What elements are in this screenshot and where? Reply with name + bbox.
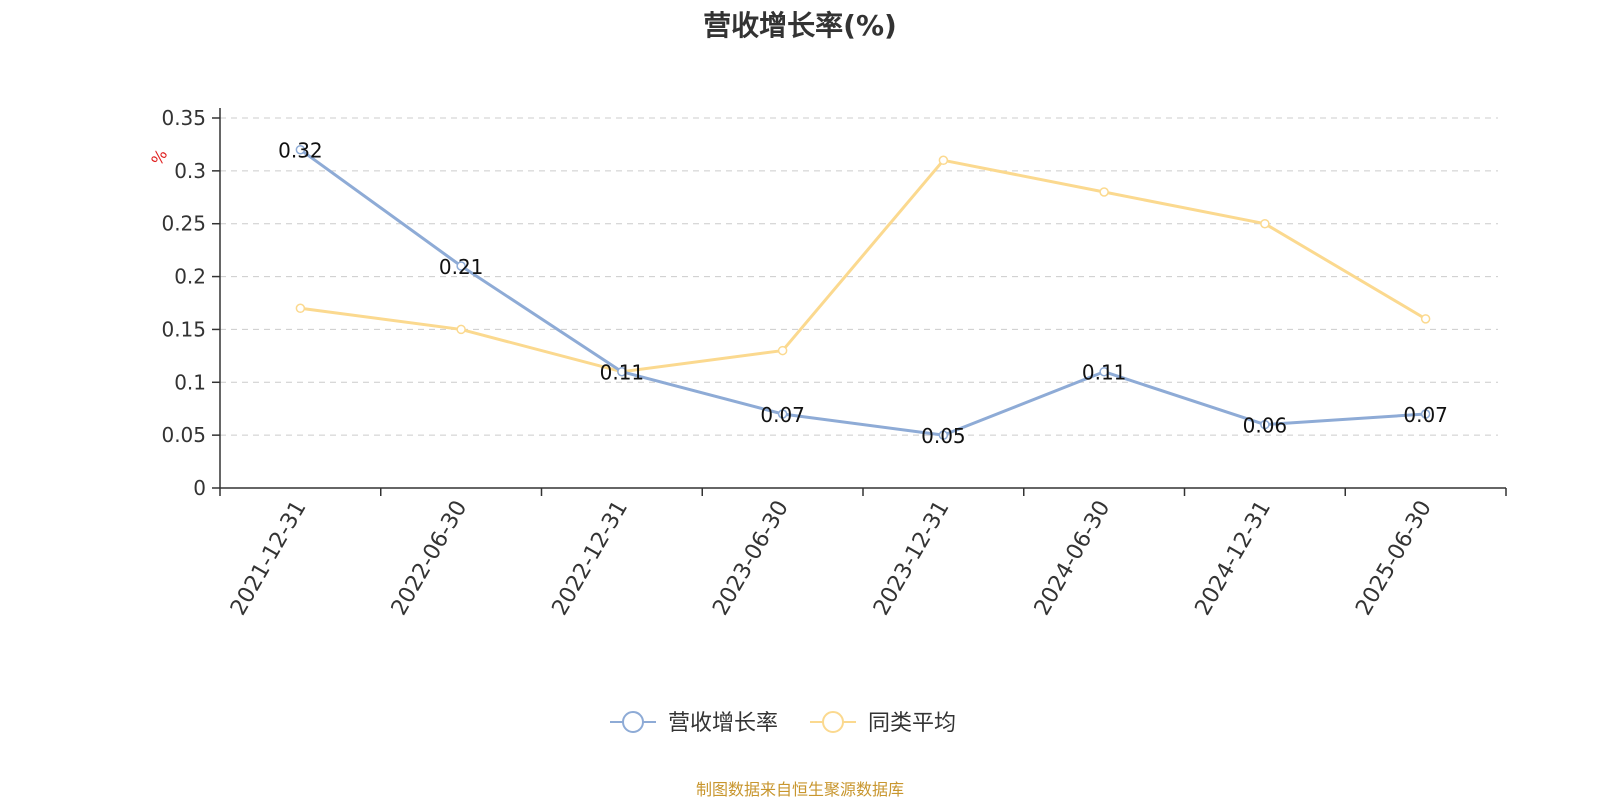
data-point[interactable] (1260, 419, 1270, 430)
series-lines (295, 144, 1431, 440)
data-label: 0.21 (439, 255, 484, 279)
data-point[interactable] (1260, 218, 1270, 229)
y-tick-label: 0.1 (174, 370, 206, 394)
x-tick-label: 2021-12-31 (226, 497, 312, 620)
data-label: 0.07 (760, 403, 805, 427)
x-tick-label: 2023-12-31 (869, 497, 955, 620)
y-tick-label: 0.05 (161, 423, 206, 447)
data-label: 0.07 (1403, 403, 1448, 427)
x-tick-label: 2025-06-30 (1351, 497, 1437, 620)
data-label: 0.32 (278, 139, 323, 163)
data-point[interactable] (938, 430, 949, 440)
legend-item-peer-average[interactable]: 同类平均 (810, 711, 956, 736)
data-point[interactable] (456, 261, 466, 271)
data-point[interactable] (617, 366, 627, 377)
x-tick-label: 2024-06-30 (1030, 497, 1116, 620)
legend-label: 同类平均 (868, 711, 956, 736)
y-tick-label: 0.2 (174, 265, 206, 289)
legend-circle-icon (622, 711, 644, 733)
data-point[interactable] (1099, 366, 1109, 377)
legend[interactable]: 营收增长率 同类平均 (610, 711, 956, 736)
y-tick-label: 0.15 (161, 317, 206, 341)
x-tick-label: 2024-12-31 (1190, 497, 1276, 620)
data-point[interactable] (1099, 187, 1109, 197)
x-tick-label: 2022-06-30 (387, 497, 473, 620)
legend-label: 营收增长率 (668, 711, 778, 736)
data-label: 0.11 (600, 361, 645, 385)
data-point[interactable] (777, 345, 788, 356)
y-tick-label: 0.25 (161, 212, 206, 236)
data-point[interactable] (938, 155, 949, 166)
data-point[interactable] (456, 324, 466, 335)
data-point[interactable] (295, 303, 306, 314)
data-label: 0.06 (1243, 414, 1288, 438)
y-tick-label: 0.3 (174, 159, 206, 183)
y-tick-label: 0.35 (161, 106, 206, 130)
y-axis-unit-label: % (147, 146, 171, 169)
data-label: 0.05 (921, 424, 966, 448)
y-tick-label: 0 (193, 476, 206, 500)
source-note: 制图数据来自恒生聚源数据库 (695, 780, 904, 799)
data-point[interactable] (1420, 409, 1431, 419)
data-point[interactable] (777, 409, 788, 419)
series-line-peer-average (300, 158, 1427, 374)
data-label: 0.11 (1082, 361, 1127, 385)
series-line-revenue-growth (299, 148, 1426, 437)
data-point[interactable] (1420, 314, 1431, 324)
axes: % 0 0.05 0.1 0.15 0.2 0.25 0.3 0.35 2021-12-31 20… (147, 106, 1507, 620)
data-point[interactable] (295, 144, 306, 155)
x-tick-label: 2022-12-31 (547, 497, 633, 620)
legend-circle-icon (822, 711, 844, 733)
chart-title: 营收增长率(%) (703, 9, 897, 42)
legend-item-revenue-growth[interactable]: 营收增长率 (610, 711, 778, 736)
line-chart: % 0 0.05 0.1 0.15 0.2 0.25 0.3 0.35 2021-12-31 20… (147, 106, 1507, 736)
x-tick-label: 2023-06-30 (708, 497, 794, 620)
data-labels: 0.32 0.21 0.11 0.07 0.05 0.11 0.06 0.07 (278, 139, 1448, 448)
grid-lines (220, 117, 1498, 436)
